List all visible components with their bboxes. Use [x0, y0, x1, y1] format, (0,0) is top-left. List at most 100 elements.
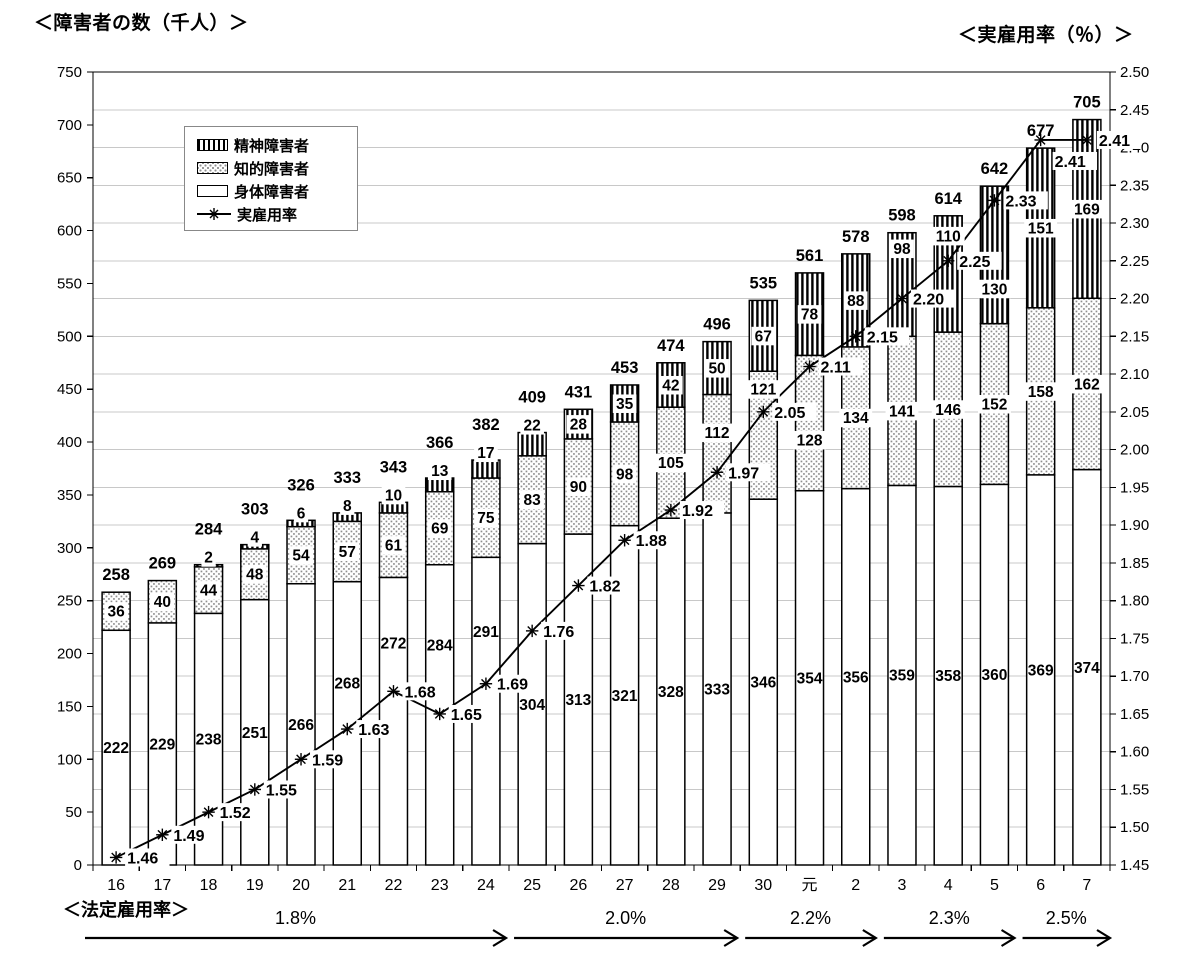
bar-segment-physical — [841, 487, 871, 866]
label-backing — [196, 581, 221, 600]
bar-segment-mental — [424, 477, 455, 493]
rate-value-label: 1.82 — [589, 579, 620, 596]
label-backing — [931, 226, 965, 246]
legal-rate-arrow — [1022, 929, 1113, 947]
label-backing — [977, 395, 1011, 414]
right-axis-tick-label: 1.75 — [1120, 630, 1149, 647]
x-axis-label: 18 — [200, 877, 218, 894]
axes: 0501001502002503003504004505005506006507… — [57, 64, 1149, 894]
intellectual-value-label: 90 — [570, 479, 587, 496]
physical-value-label: 266 — [288, 717, 314, 734]
label-backing — [633, 531, 679, 550]
total-value-label: 561 — [796, 247, 824, 265]
x-axis-label: 29 — [708, 877, 726, 894]
right-axis-tick-label: 1.55 — [1120, 781, 1149, 798]
label-backing — [612, 394, 637, 413]
right-axis-tick-label: 1.65 — [1120, 706, 1149, 723]
bar-segment-mental — [517, 431, 547, 457]
rate-value-label: 1.92 — [682, 503, 713, 520]
intellectual-value-label: 105 — [658, 455, 684, 472]
label-backing — [726, 463, 771, 482]
right-axis-tick-label: 2.20 — [1120, 291, 1149, 308]
intellectual-pattern-swatch-icon — [197, 162, 228, 174]
rate-marker-star — [895, 292, 909, 305]
label-backing — [931, 400, 965, 419]
rate-marker-star — [156, 828, 169, 841]
intellectual-value-label: 54 — [292, 548, 310, 565]
x-axis-label: 5 — [990, 877, 999, 894]
rate-value-label: 2.41 — [1099, 133, 1130, 150]
mental-value-label: 98 — [893, 241, 911, 258]
rate-marker-star — [1034, 133, 1047, 147]
bar-segment-physical — [979, 483, 1010, 866]
intellectual-value-label: 57 — [339, 544, 356, 561]
rate-marker-star — [202, 805, 215, 819]
intellectual-value-label: 158 — [1028, 384, 1054, 401]
legal-rate-arrow — [85, 929, 509, 947]
label-backing — [746, 380, 780, 399]
x-axis-label: 19 — [246, 877, 264, 894]
rate-value-label: 2.20 — [913, 292, 944, 309]
mental-value-label: 2 — [204, 550, 213, 567]
bar-segment-physical — [101, 629, 131, 866]
rate-line-series — [109, 133, 1094, 864]
x-axis-label: 25 — [523, 877, 541, 894]
x-axis-label: 24 — [477, 877, 495, 894]
mental-value-label: 35 — [616, 396, 634, 413]
bar-29 — [702, 340, 732, 866]
physical-value-label: 268 — [334, 676, 360, 693]
left-axis-tick-label: 0 — [74, 857, 82, 874]
label-backing — [864, 327, 910, 346]
legal-rate-segment-label: 2.3% — [929, 908, 970, 928]
label-backing — [402, 682, 447, 701]
left-axis-tick-label: 200 — [57, 646, 82, 663]
left-axis-tick-label: 350 — [57, 487, 82, 504]
right-axis-tick-label: 2.10 — [1120, 366, 1149, 383]
x-axis-label: 3 — [898, 877, 907, 894]
total-value-label: 431 — [565, 383, 593, 401]
right-axis-tick-label: 2.25 — [1120, 253, 1149, 270]
label-backing — [957, 251, 1002, 270]
intellectual-value-label: 121 — [750, 382, 776, 399]
rate-marker-star — [849, 330, 862, 343]
x-axis-label: 23 — [431, 877, 449, 894]
bar-segment-physical — [286, 582, 316, 866]
total-value-label: 343 — [380, 458, 408, 476]
label-backing — [171, 825, 216, 844]
x-axis-label: 17 — [153, 877, 171, 894]
physical-value-label: 284 — [427, 638, 453, 655]
label-backing — [659, 375, 683, 395]
legal-rate-arrow — [883, 929, 1017, 947]
intellectual-value-label: 141 — [889, 403, 915, 420]
bar-value-labels: 222 36 258 229 40 269 238 44 2 284 251 48 4 303 266 54 6… — [102, 94, 1104, 757]
label-backing — [427, 461, 452, 481]
x-axis-label: 30 — [754, 877, 772, 894]
total-value-label: 303 — [241, 501, 269, 519]
rate-value-label: 2.15 — [867, 329, 898, 346]
label-backing — [1024, 382, 1058, 401]
rate-value-label: 1.68 — [404, 684, 435, 701]
total-value-label: 409 — [518, 389, 546, 407]
label-backing — [890, 239, 914, 259]
rate-value-label: 1.46 — [127, 850, 158, 867]
physical-value-label: 291 — [473, 624, 499, 641]
left-axis-tick-label: 150 — [57, 698, 82, 715]
bar-28 — [656, 362, 686, 866]
mental-value-label: 88 — [847, 293, 865, 310]
bar-segment-physical — [147, 622, 178, 866]
x-axis-label: 16 — [107, 877, 125, 894]
rate-marker-star — [341, 722, 354, 736]
label-backing — [797, 305, 822, 324]
x-axis-label: 元 — [802, 877, 818, 894]
intellectual-value-label: 83 — [524, 492, 542, 509]
rate-value-label: 1.65 — [451, 707, 482, 724]
total-value-label: 578 — [842, 228, 870, 246]
x-axis-label: 4 — [944, 877, 953, 894]
intellectual-value-label: 44 — [200, 583, 218, 600]
physical-value-label: 313 — [565, 692, 591, 709]
legal-rate-arrow — [745, 929, 878, 947]
rate-value-label: 2.41 — [1055, 154, 1086, 171]
bar-segment-intellectual — [794, 354, 825, 492]
left-axis-tick-label: 300 — [57, 540, 82, 557]
